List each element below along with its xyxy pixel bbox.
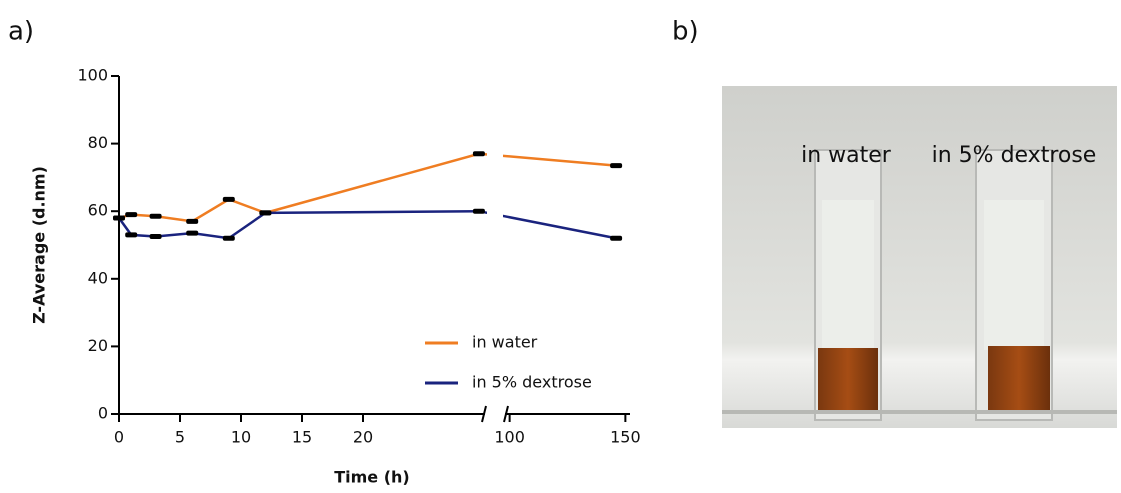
- panel-label: b): [672, 17, 699, 47]
- point-marker: [149, 234, 162, 240]
- y-tick-label: 100: [77, 66, 108, 85]
- point-marker: [610, 163, 623, 169]
- break-gap: [487, 76, 503, 412]
- y-tick-label: 60: [88, 201, 108, 220]
- y-tick-label: 0: [98, 404, 108, 423]
- x-tick-label: 15: [292, 428, 312, 447]
- x-tick-label: 0: [114, 428, 124, 447]
- point-marker: [610, 235, 623, 241]
- x-tick-label: 20: [353, 428, 373, 447]
- plot: 0 20 40 60 80 100 0 5 10 15 20 100 150 in water in 5% …: [77, 66, 640, 447]
- point-marker: [472, 208, 485, 214]
- point-marker: [472, 151, 485, 157]
- photo: in water in 5% dextrose: [722, 86, 1117, 428]
- y-tick-label: 80: [88, 133, 108, 152]
- legend-label: in 5% dextrose: [472, 373, 592, 392]
- point-marker: [125, 212, 138, 218]
- y-tick-label: 40: [88, 268, 108, 287]
- photo-label: in water: [801, 143, 892, 168]
- x-tick-label: 10: [231, 428, 251, 447]
- x-tick-label: 100: [494, 428, 525, 447]
- axis-break: [481, 405, 487, 423]
- point-marker: [149, 213, 162, 219]
- x-axis-label: Time (h): [334, 468, 410, 487]
- point-marker: [222, 235, 235, 241]
- point-marker: [113, 215, 125, 221]
- axis-break: [503, 405, 509, 423]
- y-axis-label: Z-Average (d.nm): [30, 166, 49, 324]
- photo-label: in 5% dextrose: [932, 143, 1097, 168]
- legend-label: in water: [472, 333, 538, 352]
- x-tick-label: 150: [610, 428, 641, 447]
- y-tick-label: 20: [88, 336, 108, 355]
- point-marker: [259, 210, 272, 216]
- point-marker: [186, 230, 199, 236]
- point-marker: [222, 196, 235, 202]
- point-marker: [186, 218, 199, 224]
- point-marker: [125, 232, 138, 238]
- x-tick-label: 5: [175, 428, 185, 447]
- panel-label: a): [8, 17, 34, 47]
